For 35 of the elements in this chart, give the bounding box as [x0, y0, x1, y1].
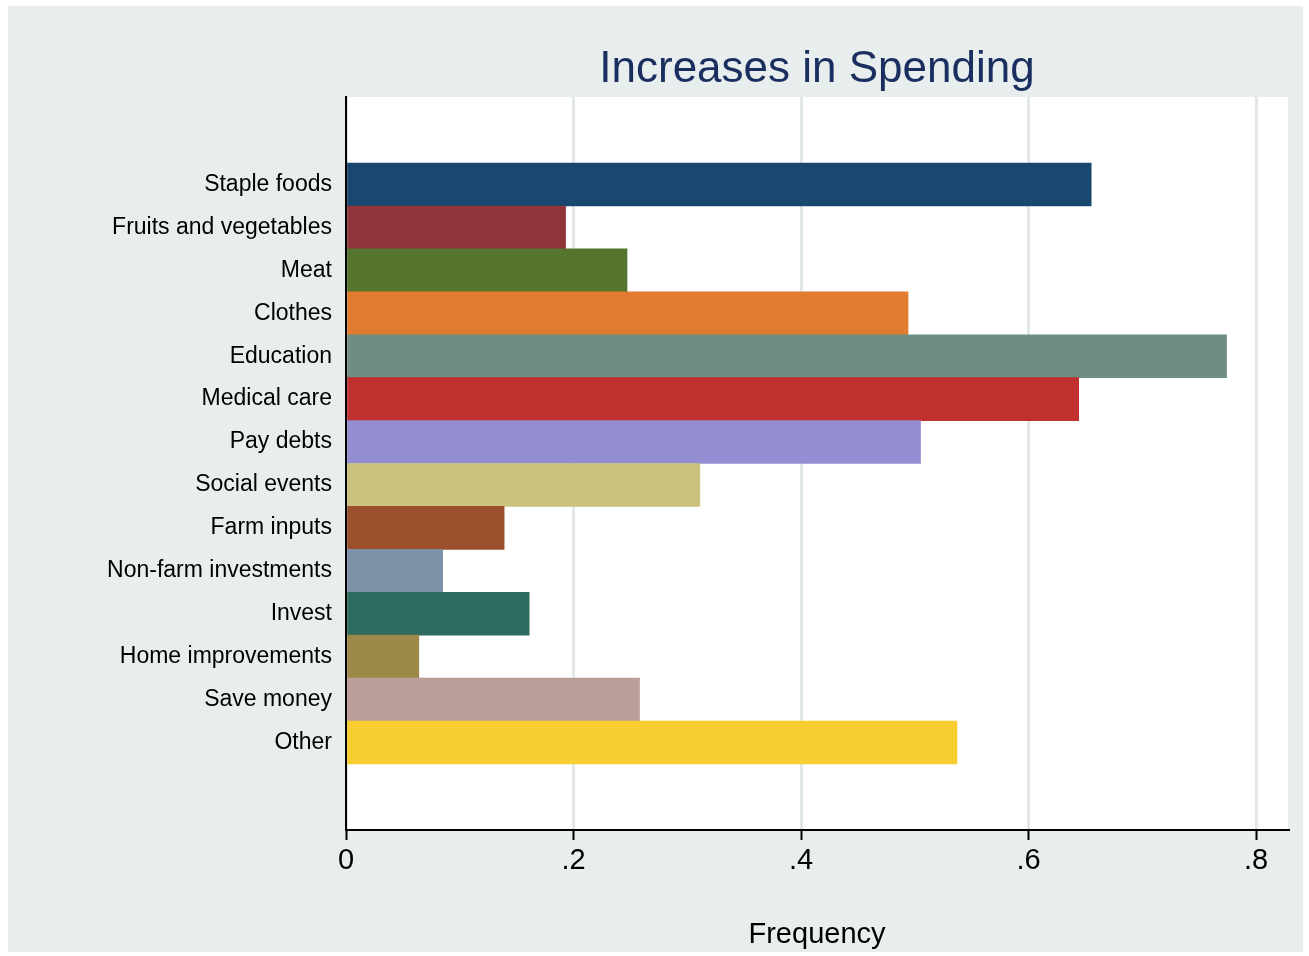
- y-tick-label: Farm inputs: [210, 513, 332, 540]
- x-tick-label: 0: [337, 843, 355, 876]
- bar: [347, 549, 444, 593]
- bar: [347, 677, 640, 722]
- x-tick-label: .6: [1016, 843, 1041, 876]
- bar: [347, 334, 1227, 378]
- y-tick-label: Save money: [204, 684, 333, 711]
- y-tick-label: Social events: [195, 470, 332, 497]
- bar: [347, 162, 1092, 207]
- bar: [347, 420, 921, 464]
- x-tick-label: .4: [788, 843, 814, 876]
- y-tick-label: Non-farm investments: [107, 556, 332, 583]
- y-tick-label: Clothes: [254, 298, 332, 325]
- x-axis-title: Frequency: [748, 916, 887, 949]
- bar: [347, 591, 530, 636]
- y-tick-label: Medical care: [201, 384, 332, 411]
- y-tick-label: Invest: [270, 599, 333, 626]
- y-tick-label: Education: [229, 341, 332, 368]
- y-tick-label: Fruits and vegetables: [112, 212, 332, 239]
- y-tick-label: Other: [274, 727, 333, 754]
- bar: [347, 291, 909, 336]
- x-tick-label: .2: [561, 843, 586, 876]
- x-tick-label: .8: [1244, 843, 1269, 876]
- bar: [347, 463, 701, 507]
- chart-title: Increases in Spending: [599, 42, 1035, 91]
- y-tick-label: Pay debts: [229, 427, 332, 454]
- bar: [347, 248, 628, 293]
- y-tick-label: Home improvements: [119, 641, 332, 668]
- bar: [347, 377, 1079, 421]
- bar: [347, 506, 505, 550]
- y-tick-label: Meat: [280, 255, 333, 282]
- bar: [347, 205, 566, 250]
- bar: [347, 634, 420, 679]
- bar: [347, 720, 958, 765]
- y-tick-label: Staple foods: [204, 169, 332, 196]
